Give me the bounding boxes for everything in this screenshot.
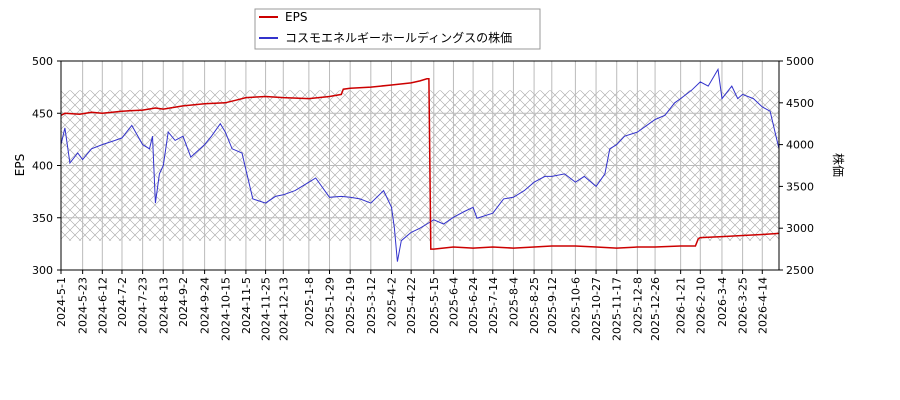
x-tick-label: 2025-6-24: [467, 277, 480, 334]
right-axis: 2500 3000 3500 4000 4500 5000: [779, 55, 814, 277]
legend-price-label: コスモエネルギーホールディングスの株価: [285, 30, 512, 45]
x-tick-label: 2026-4-14: [756, 277, 769, 334]
x-tick-label: 2024-5-1: [55, 277, 68, 327]
x-tick-label: 2026-3-25: [737, 277, 750, 334]
x-tick-label: 2024-5-23: [77, 277, 90, 334]
legend: EPS コスモエネルギーホールディングスの株価: [254, 8, 541, 50]
x-tick-label: 2025-4-2: [385, 277, 398, 327]
x-tick-label: 2024-6-12: [96, 277, 109, 334]
left-axis-title: EPS: [13, 154, 27, 176]
right-tick-label: 5000: [786, 55, 814, 68]
x-tick-label: 2026-2-10: [694, 277, 707, 334]
x-tick-label: 2024-10-15: [219, 277, 232, 341]
left-tick-label: 350: [32, 212, 53, 225]
left-tick-label: 400: [32, 160, 53, 173]
x-tick-label: 2024-8-13: [157, 277, 170, 334]
x-tick-label: 2025-12-8: [631, 277, 644, 334]
eps-line: [61, 78, 779, 250]
right-tick-label: 3000: [786, 222, 814, 235]
x-tick-label: 2024-9-2: [177, 277, 190, 327]
left-tick-label: 450: [32, 107, 53, 120]
x-tick-label: 2025-8-25: [528, 277, 541, 334]
x-tick-label: 2025-10-27: [590, 277, 603, 341]
x-tick-label: 2024-7-2: [116, 277, 129, 327]
right-tick-label: 4500: [786, 97, 814, 110]
stock-price-line: [61, 67, 779, 262]
x-tick-label: 2025-4-22: [405, 277, 418, 334]
right-tick-label: 3500: [786, 180, 814, 193]
left-axis: 300 350 400 450 500: [32, 55, 61, 277]
x-tick-label: 2025-6-4: [447, 277, 460, 327]
x-tick-label: 2025-3-12: [365, 277, 378, 334]
right-tick-label: 4000: [786, 139, 814, 152]
x-tick-label: 2024-11-25: [260, 277, 273, 341]
x-tick-label: 2024-11-5: [240, 277, 253, 334]
x-tick-label: 2025-5-15: [428, 277, 441, 334]
x-tick-label: 2024-9-24: [199, 277, 212, 334]
right-tick-label: 2500: [786, 264, 814, 277]
x-tick-label: 2026-3-4: [716, 277, 729, 327]
right-axis-title: 株価: [831, 153, 846, 177]
x-tick-label: 2025-9-12: [546, 277, 559, 334]
x-tick-label: 2025-7-14: [487, 277, 500, 334]
left-tick-label: 300: [32, 264, 53, 277]
x-tick-label: 2025-11-17: [611, 277, 624, 341]
x-tick-label: 2024-12-13: [277, 277, 290, 341]
x-tick-label: 2025-1-29: [324, 277, 337, 334]
x-tick-label: 2024-7-23: [137, 277, 150, 334]
x-tick-label: 2025-2-19: [344, 277, 357, 334]
left-tick-label: 500: [32, 55, 53, 68]
x-tick-label: 2026-1-21: [675, 277, 688, 334]
x-tick-label: 2025-10-6: [569, 277, 582, 334]
x-axis: 2024-5-1 2024-5-23 2024-6-12 2024-7-2 2024-7…: [55, 270, 769, 341]
legend-eps-label: EPS: [285, 10, 307, 24]
legend-box: [254, 8, 541, 50]
x-tick-label: 2025-1-8: [303, 277, 316, 327]
x-tick-label: 2025-8-4: [507, 277, 520, 327]
x-tick-label: 2025-12-26: [649, 277, 662, 341]
